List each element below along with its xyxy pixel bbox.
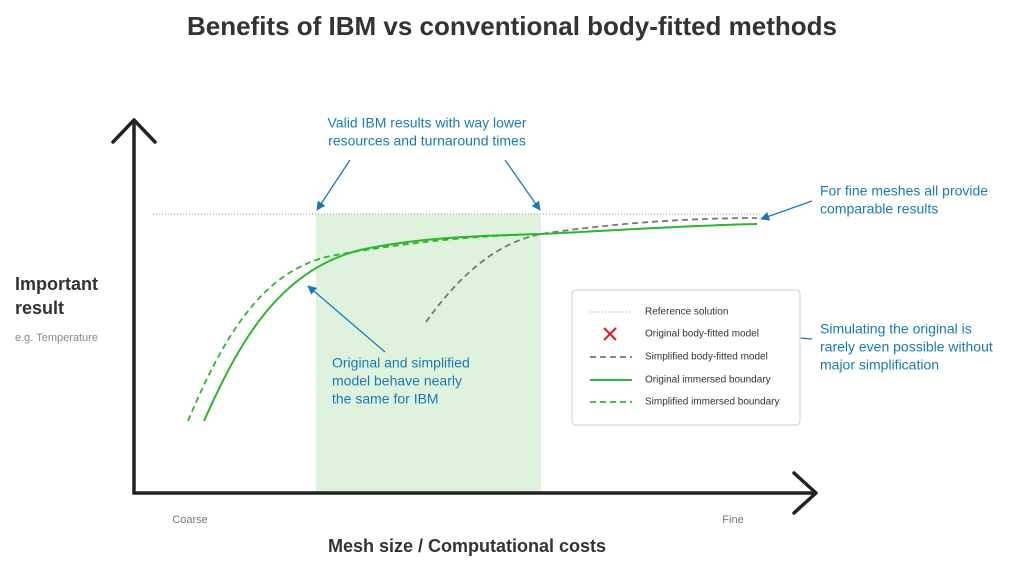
annotation-arrow	[316, 159, 351, 211]
x-start-label: Coarse	[172, 514, 207, 526]
y-axis-label: Important	[15, 274, 98, 294]
x-axis-arrow	[792, 471, 818, 515]
legend-label: Original body-fitted model	[645, 329, 759, 340]
legend-label: Simplified immersed boundary	[645, 397, 780, 408]
ibm-valid-region	[316, 214, 541, 493]
legend-label: Simplified body-fitted model	[645, 352, 768, 363]
annotation-arrow	[760, 200, 813, 221]
y-axis-label: result	[15, 298, 64, 318]
title: Benefits of IBM vs conventional body-fit…	[187, 11, 837, 41]
simplified-body-fitted-curve	[425, 217, 758, 323]
y-axis-arrow	[111, 118, 157, 144]
x-end-label: Fine	[722, 514, 743, 526]
annotation-arrow	[307, 285, 386, 353]
legend-swatch	[603, 327, 617, 341]
legend-label: Original immersed boundary	[645, 375, 771, 386]
legend-box	[571, 289, 801, 426]
original-ib-curve	[203, 223, 758, 422]
annotation-text: For fine meshes all provide	[820, 183, 988, 199]
legend-label: Reference solution	[645, 307, 728, 318]
annotation-arrow	[504, 159, 541, 211]
annotation-text: comparable results	[820, 201, 938, 217]
y-axis-sublabel: e.g. Temperature	[15, 332, 98, 344]
annotation-text: model behave nearly	[332, 373, 462, 389]
annotation-text: the same for IBM	[332, 391, 439, 407]
annotation-text: Original and simplified	[332, 355, 470, 371]
annotation-text: Valid IBM results with way lower	[328, 115, 527, 131]
annotation-text: rarely even possible without	[820, 339, 993, 355]
x-axis-label: Mesh size / Computational costs	[328, 536, 606, 556]
annotation-text: major simplification	[820, 357, 939, 373]
annotation-text: resources and turnaround times	[328, 133, 526, 149]
annotation-text: Simulating the original is	[820, 321, 972, 337]
